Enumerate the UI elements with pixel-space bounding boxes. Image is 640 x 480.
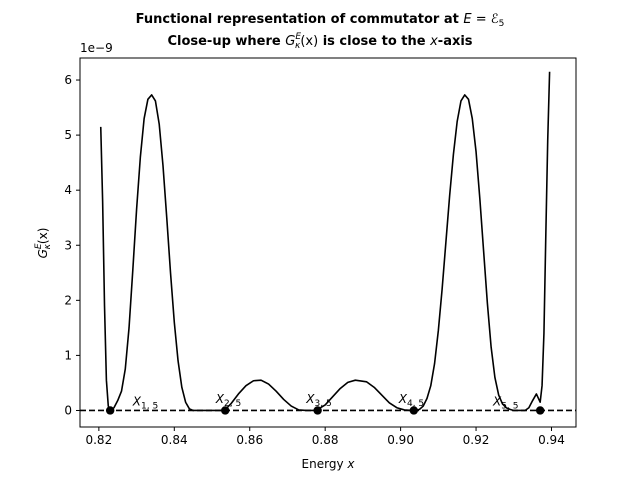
- G-kappa-curve: [99, 71, 551, 412]
- y-axis-label-sub: κ: [43, 243, 53, 249]
- zero-crossing-point: [313, 406, 322, 415]
- zero-label: X2, 5: [215, 392, 241, 409]
- y-offset-label: 1e−9: [80, 41, 113, 55]
- y-tick-label: 2: [64, 293, 72, 307]
- x-tick-label: 0.82: [85, 433, 112, 447]
- y-tick-label: 6: [64, 73, 72, 87]
- x-tick-label: 0.88: [312, 433, 339, 447]
- x-axis-label-math: x: [346, 457, 355, 471]
- y-tick-label: 4: [64, 183, 72, 197]
- x-tick-label: 0.92: [463, 433, 490, 447]
- title-line-2-sup: E: [295, 32, 301, 42]
- title-line-2-x: x: [429, 34, 438, 49]
- y-axis-label-G: G: [36, 249, 50, 258]
- title-line-2-pre: Close-up where: [167, 34, 285, 49]
- zero-crossing-point: [409, 406, 419, 415]
- title-line-2-mid: is close to the: [318, 34, 430, 49]
- y-tick-label: 3: [64, 238, 72, 252]
- zero-crossing-point: [105, 406, 115, 415]
- title-line-1-sub: 5: [499, 19, 505, 29]
- y-axis-label-sup: E: [34, 243, 44, 249]
- y-axis-label-arg: (x): [36, 228, 50, 244]
- title-line-2-G: G: [285, 34, 295, 49]
- zero-label: X4, 5: [398, 392, 424, 409]
- x-tick-label: 0.86: [236, 433, 263, 447]
- zero-points: [105, 406, 545, 415]
- chart-title-line-2: Close-up where GE κ(x) is close to the x-…: [167, 32, 472, 51]
- x-axis-label-text: Energy: [302, 457, 348, 471]
- zero-crossing-point: [535, 406, 545, 415]
- x-axis-label: Energy x: [302, 457, 356, 471]
- y-axis-label: GEκ(x): [34, 228, 53, 259]
- y-tick-label: 0: [64, 403, 72, 417]
- title-line-2-arg: (x): [300, 34, 318, 49]
- y-tick-label: 5: [64, 128, 72, 142]
- x-tick-label: 0.90: [387, 433, 414, 447]
- annotations: X1, 5 X2, 5 X3, 5 X4, 5 X5, 5: [132, 392, 519, 412]
- title-line-1-math: E = ℰ: [463, 12, 498, 27]
- x-axis-ticks: 0.82 0.84 0.86 0.88 0.90 0.92 0.94: [85, 427, 565, 447]
- zero-crossing-point: [221, 406, 230, 415]
- x-tick-label: 0.84: [161, 433, 188, 447]
- y-tick-label: 1: [64, 348, 72, 362]
- chart-title-line-1: Functional representation of commutator …: [136, 12, 505, 29]
- title-line-2-sub: κ: [295, 41, 301, 51]
- y-axis-ticks: 0 1 2 3 4 5 6: [64, 73, 80, 417]
- title-line-2-post: -axis: [438, 34, 473, 49]
- plot-frame: [79, 57, 577, 428]
- zero-label: X1, 5: [132, 395, 158, 412]
- zero-label: X5, 5: [492, 395, 518, 412]
- series-layer: [80, 71, 576, 412]
- title-line-1-text: Functional representation of commutator …: [136, 12, 464, 27]
- x-tick-label: 0.94: [538, 433, 565, 447]
- zero-label: X3, 5: [305, 392, 331, 409]
